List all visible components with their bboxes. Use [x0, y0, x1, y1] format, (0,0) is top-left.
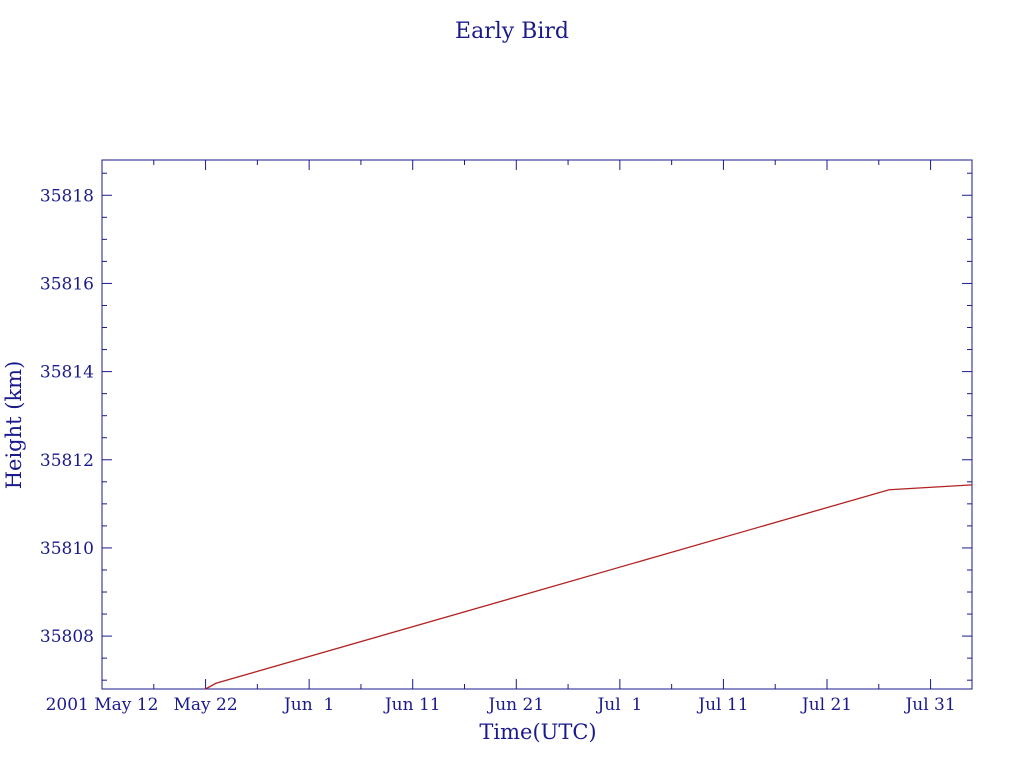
series-layer — [205, 484, 973, 690]
x-tick-label: Jul 31 — [903, 695, 955, 715]
x-axis-label: Time(UTC) — [479, 720, 596, 744]
x-tick-label: 2001 May 12 — [46, 695, 159, 715]
y-tick-label: 35808 — [40, 627, 94, 647]
y-tick-label: 35816 — [40, 274, 94, 294]
x-tick-label: Jul 11 — [696, 695, 748, 715]
y-axis-label: Height (km) — [2, 361, 26, 490]
y-tick-label: 35812 — [40, 451, 94, 471]
ticks: 35808 35810 35812 35814 35816 35818 2001 May 1… — [40, 160, 972, 715]
x-tick-label: Jul 1 — [595, 695, 642, 715]
x-tick-label: Jun 1 — [282, 695, 334, 715]
y-tick-label: 35818 — [40, 186, 94, 206]
y-tick-label: 35814 — [40, 363, 94, 383]
x-tick-label: Jun 11 — [383, 695, 441, 715]
x-tick-label: Jun 21 — [486, 695, 544, 715]
x-tick-label: Jul 21 — [800, 695, 852, 715]
x-tick-label: May 22 — [173, 695, 237, 715]
axes — [101, 159, 973, 690]
chart-title: Early Bird — [455, 19, 569, 44]
plot-frame — [101, 159, 973, 690]
y-tick-label: 35810 — [40, 539, 94, 559]
series-line — [205, 484, 973, 690]
